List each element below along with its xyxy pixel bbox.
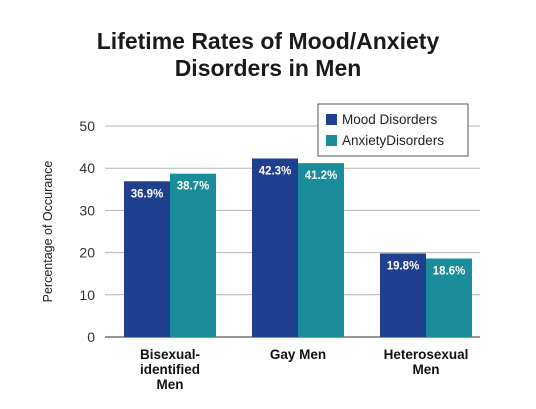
bar-anxiety-2 [426,258,472,337]
legend-swatch-1 [326,135,337,146]
category-label-0-0: Bisexual- [140,347,200,362]
y-tick-label-50: 50 [79,118,95,134]
category-label-0-1: identified [140,362,200,377]
y-axis-label: Percentage of Occurance [41,161,55,303]
legend-label-1: AnxietyDisorders [342,133,444,148]
data-label-mood-1: 42.3% [259,165,292,177]
chart-title-line-2: Disorders in Men [174,55,362,81]
bar-mood-0 [124,181,170,337]
bar-anxiety-1 [298,163,344,337]
category-label-0-2: Men [157,377,184,392]
data-label-anxiety-0: 38.7% [177,181,210,193]
category-label-1-0: Gay Men [270,347,326,362]
category-label-2-0: Heterosexual [384,347,469,362]
y-tick-label-20: 20 [79,245,95,261]
category-label-2-1: Men [413,362,440,377]
data-label-mood-2: 19.8% [387,260,420,272]
y-tick-label-10: 10 [79,287,95,303]
data-label-anxiety-1: 41.2% [305,170,338,182]
bar-anxiety-0 [170,173,216,337]
bar-mood-1 [252,158,298,337]
data-label-mood-0: 36.9% [131,188,164,200]
y-tick-label-30: 30 [79,202,95,218]
legend-box [317,103,469,157]
legend-label-0: Mood Disorders [342,112,438,127]
legend-swatch-0 [326,114,337,125]
chart-title-line-1: Lifetime Rates of Mood/Anxiety [96,28,440,54]
y-tick-label-40: 40 [79,160,95,176]
y-tick-label-0: 0 [87,329,95,345]
bar-mood-2 [380,253,426,337]
chart-title: Lifetime Rates of Mood/Anxiety Disorders… [0,28,536,82]
data-label-anxiety-2: 18.6% [433,266,466,278]
